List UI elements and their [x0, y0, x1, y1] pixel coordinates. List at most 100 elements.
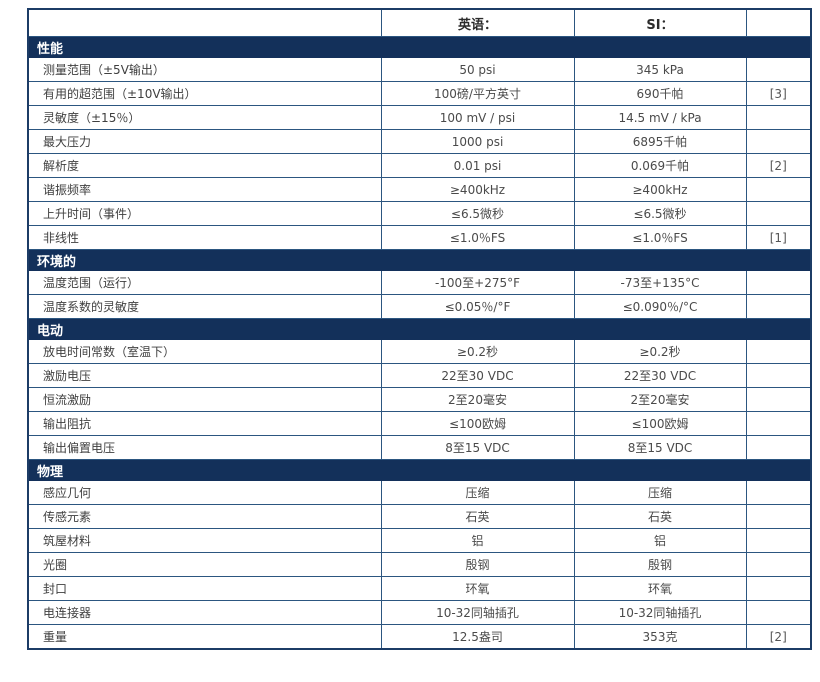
- row-si-value: ≥400kHz: [573, 177, 747, 202]
- row-english-value: 殷钢: [380, 552, 575, 577]
- row-si-value: 345 kPa: [573, 57, 747, 82]
- row-label: 解析度: [27, 153, 382, 178]
- table-row: 灵敏度（±15％） 100 mV / psi 14.5 mV / kPa: [27, 105, 812, 130]
- row-label: 恒流激励: [27, 387, 382, 412]
- row-label: 传感元素: [27, 504, 382, 529]
- table-row: 上升时间（事件） ≤6.5微秒 ≤6.5微秒: [27, 201, 812, 226]
- row-note: [745, 552, 812, 577]
- row-note: [745, 105, 812, 130]
- row-english-value: ≥400kHz: [380, 177, 575, 202]
- row-si-value: 0.069千帕: [573, 153, 747, 178]
- section-title: 环境的: [27, 249, 812, 271]
- row-note: [2]: [745, 624, 812, 650]
- section-header-row: 环境的: [27, 249, 812, 271]
- row-note: [745, 294, 812, 319]
- row-english-value: -100至+275°F: [380, 270, 575, 295]
- row-si-value: ≥0.2秒: [573, 339, 747, 364]
- row-label: 上升时间（事件）: [27, 201, 382, 226]
- header-english: 英语：: [380, 8, 575, 37]
- row-english-value: 铝: [380, 528, 575, 553]
- row-english-value: ≤1.0％FS: [380, 225, 575, 250]
- row-english-value: 压缩: [380, 480, 575, 505]
- table-row: 最大压力 1000 psi 6895千帕: [27, 129, 812, 154]
- spec-table-body: 性能 测量范围（±5V输出） 50 psi 345 kPa 有用的超范围（±10V输出）…: [27, 36, 812, 650]
- row-english-value: 10-32同轴插孔: [380, 600, 575, 625]
- row-english-value: 0.01 psi: [380, 153, 575, 178]
- table-row: 温度系数的灵敏度 ≤0.05％/°F ≤0.090％/°C: [27, 294, 812, 319]
- row-label: 光圈: [27, 552, 382, 577]
- row-label: 谐振频率: [27, 177, 382, 202]
- row-english-value: 100 mV / psi: [380, 105, 575, 130]
- row-label: 重量: [27, 624, 382, 650]
- row-label: 输出阻抗: [27, 411, 382, 436]
- header-si: SI：: [573, 8, 747, 37]
- header-notes-cell: [745, 8, 812, 37]
- table-row: 温度范围（运行） -100至+275°F -73至+135°C: [27, 270, 812, 295]
- table-row: 传感元素 石英 石英: [27, 504, 812, 529]
- row-note: [745, 411, 812, 436]
- row-note: [745, 480, 812, 505]
- row-english-value: ≤0.05％/°F: [380, 294, 575, 319]
- row-note: [745, 387, 812, 412]
- row-english-value: 环氧: [380, 576, 575, 601]
- row-english-value: ≤100欧姆: [380, 411, 575, 436]
- row-si-value: 8至15 VDC: [573, 435, 747, 460]
- section-title: 性能: [27, 36, 812, 58]
- table-row: 测量范围（±5V输出） 50 psi 345 kPa: [27, 57, 812, 82]
- row-note: [745, 57, 812, 82]
- table-row: 感应几何 压缩 压缩: [27, 480, 812, 505]
- row-english-value: 12.5盎司: [380, 624, 575, 650]
- section-header-row: 性能: [27, 36, 812, 58]
- row-label: 输出偏置电压: [27, 435, 382, 460]
- row-label: 封口: [27, 576, 382, 601]
- row-note: [745, 177, 812, 202]
- row-label: 测量范围（±5V输出）: [27, 57, 382, 82]
- table-row: 谐振频率 ≥400kHz ≥400kHz: [27, 177, 812, 202]
- row-english-value: 100磅/平方英寸: [380, 81, 575, 106]
- row-si-value: 殷钢: [573, 552, 747, 577]
- row-label: 电连接器: [27, 600, 382, 625]
- row-note: [2]: [745, 153, 812, 178]
- header-blank-cell: [27, 8, 382, 37]
- row-label: 放电时间常数（室温下）: [27, 339, 382, 364]
- section-header-row: 电动: [27, 318, 812, 340]
- row-note: [745, 528, 812, 553]
- row-english-value: 石英: [380, 504, 575, 529]
- row-si-value: 石英: [573, 504, 747, 529]
- table-row: 筑屋材料铝铝: [27, 528, 812, 553]
- table-row: 激励电压 22至30 VDC 22至30 VDC: [27, 363, 812, 388]
- row-label: 有用的超范围（±10V输出）: [27, 81, 382, 106]
- table-row: 有用的超范围（±10V输出） 100磅/平方英寸 690千帕 [3]: [27, 81, 812, 106]
- row-note: [745, 576, 812, 601]
- row-label: 最大压力: [27, 129, 382, 154]
- row-si-value: 353克: [573, 624, 747, 650]
- table-row: 非线性 ≤1.0％FS ≤1.0％FS [1]: [27, 225, 812, 250]
- row-si-value: ≤1.0％FS: [573, 225, 747, 250]
- table-row: 输出阻抗 ≤100欧姆 ≤100欧姆: [27, 411, 812, 436]
- row-label: 感应几何: [27, 480, 382, 505]
- row-si-value: 2至20毫安: [573, 387, 747, 412]
- row-label: 筑屋材料: [27, 528, 382, 553]
- row-si-value: -73至+135°C: [573, 270, 747, 295]
- row-si-value: 环氧: [573, 576, 747, 601]
- spec-page: 英语： SI： 性能 测量范围（±5V输出） 50 psi 345 kPa 有用的超范围…: [27, 8, 812, 650]
- table-row: 恒流激励 2至20毫安 2至20毫安: [27, 387, 812, 412]
- row-si-value: ≤0.090％/°C: [573, 294, 747, 319]
- row-english-value: ≤6.5微秒: [380, 201, 575, 226]
- row-english-value: 1000 psi: [380, 129, 575, 154]
- row-english-value: 8至15 VDC: [380, 435, 575, 460]
- row-note: [745, 363, 812, 388]
- section-title: 物理: [27, 459, 812, 481]
- row-si-value: 14.5 mV / kPa: [573, 105, 747, 130]
- row-note: [745, 504, 812, 529]
- row-si-value: 铝: [573, 528, 747, 553]
- table-row: 输出偏置电压 8至15 VDC 8至15 VDC: [27, 435, 812, 460]
- row-note: [1]: [745, 225, 812, 250]
- row-si-value: 10-32同轴插孔: [573, 600, 747, 625]
- row-si-value: 压缩: [573, 480, 747, 505]
- row-note: [745, 339, 812, 364]
- row-note: [745, 435, 812, 460]
- row-note: [745, 129, 812, 154]
- table-row: 电连接器 10-32同轴插孔 10-32同轴插孔: [27, 600, 812, 625]
- row-si-value: 6895千帕: [573, 129, 747, 154]
